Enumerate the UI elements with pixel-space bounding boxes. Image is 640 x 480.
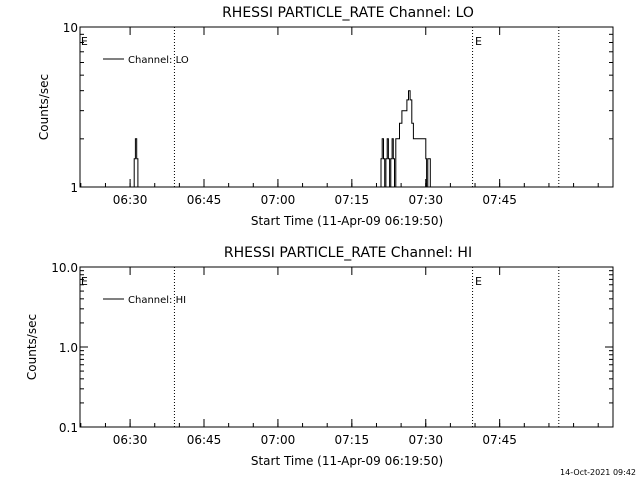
lo-series-line [132, 90, 432, 188]
hi-y-tick-label: 10.0 [51, 261, 78, 275]
lo-chart-title: RHESSI PARTICLE_RATE Channel: LO [222, 5, 474, 21]
hi-x-tick-label: 07:15 [335, 433, 370, 447]
hi-plot-frame [79, 266, 614, 428]
lo-event-marker: E [81, 35, 88, 48]
lo-x-tick-label: 07:45 [482, 193, 517, 207]
lo-x-ticks: 06:30 06:45 07:00 07:15 07:30 07:45 [80, 27, 599, 207]
hi-x-ticks: 06:30 06:45 07:00 07:15 07:30 07:45 [80, 267, 599, 447]
hi-x-tick-label: 06:30 [113, 433, 148, 447]
hi-x-tick-label: 06:45 [187, 433, 222, 447]
hi-y-tick-label: 0.1 [59, 421, 78, 435]
lo-x-tick-label: 06:30 [113, 193, 148, 207]
lo-x-tick-label: 07:30 [408, 193, 443, 207]
lo-x-tick-label: 07:00 [261, 193, 296, 207]
lo-x-tick-label: 07:15 [335, 193, 370, 207]
hi-channel-panel: RHESSI PARTICLE_RATE Channel: HI Counts/… [25, 245, 614, 468]
hi-x-tick-label: 07:45 [482, 433, 517, 447]
hi-event-marker: E [475, 275, 482, 288]
lo-y-tick-label: 1 [70, 181, 78, 195]
lo-plot-frame [79, 26, 614, 188]
lo-y-tick-label: 10 [63, 21, 78, 35]
hi-x-tick-label: 07:00 [261, 433, 296, 447]
lo-y-ticks: 1 10 [63, 21, 613, 195]
hi-chart-title: RHESSI PARTICLE_RATE Channel: HI [224, 245, 472, 261]
hi-y-ticks: 0.1 1.0 10.0 [51, 261, 613, 435]
hi-y-tick-label: 1.0 [59, 341, 78, 355]
hi-y-axis-label: Counts/sec [25, 314, 39, 380]
hi-legend-label: Channel: HI [128, 295, 186, 306]
lo-event-marker: E [475, 35, 482, 48]
lo-x-axis-label: Start Time (11-Apr-09 06:19:50) [251, 214, 443, 228]
lo-dotted-lines [173, 27, 560, 187]
lo-x-tick-label: 06:45 [187, 193, 222, 207]
hi-event-marker: E [81, 275, 88, 288]
lo-series [132, 90, 432, 188]
lo-y-axis-label: Counts/sec [37, 74, 51, 140]
lo-channel-panel: RHESSI PARTICLE_RATE Channel: LO Counts/… [37, 5, 614, 228]
hi-x-tick-label: 07:30 [408, 433, 443, 447]
hi-dotted-lines [173, 267, 560, 427]
lo-legend-label: Channel: LO [128, 55, 189, 66]
timestamp: 14-Oct-2021 09:42 [560, 468, 636, 477]
hi-x-axis-label: Start Time (11-Apr-09 06:19:50) [251, 454, 443, 468]
